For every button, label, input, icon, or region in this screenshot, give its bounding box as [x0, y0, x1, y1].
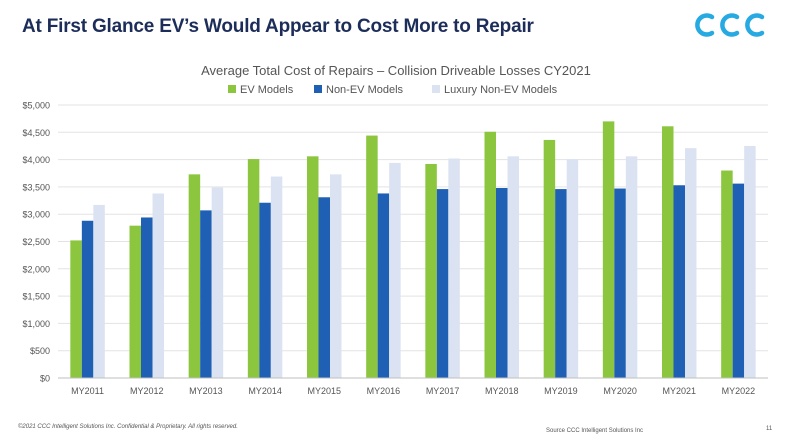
x-tick-label: MY2018	[485, 386, 519, 396]
bar-non-ev-models-my2017	[436, 189, 449, 378]
bar-ev-models-my2012	[129, 225, 141, 378]
chart-legend: EV Models Non-EV Models Luxury Non-EV Mode…	[228, 84, 558, 96]
x-tick-label: MY2021	[662, 386, 696, 396]
bar-ev-models-my2013	[188, 174, 201, 378]
bar-non-ev-models-my2012	[141, 217, 153, 378]
y-tick-label: $5,000	[22, 101, 50, 111]
legend-swatch-ev-models	[228, 85, 236, 93]
x-tick-label: MY2017	[426, 386, 460, 396]
legend-label: EV Models	[240, 84, 294, 96]
x-tick-label: MY2012	[130, 386, 164, 396]
y-tick-label: $0	[40, 374, 50, 384]
legend-swatch-luxury-non-ev-models	[432, 85, 440, 93]
y-tick-label: $1,500	[22, 292, 50, 302]
x-tick-label: MY2015	[307, 386, 341, 396]
bar-ev-models-my2020	[602, 121, 615, 378]
bar-ev-models-my2011	[70, 240, 82, 378]
footer-copyright: ©2021 CCC Intelligent Solutions Inc. Con…	[18, 424, 238, 430]
bar-ev-models-my2015	[307, 156, 319, 378]
legend-label: Luxury Non-EV Models	[444, 84, 558, 96]
bar-non-ev-models-my2011	[81, 220, 94, 378]
y-tick-label: $4,500	[22, 128, 50, 138]
footer-source: Source CCC Intelligent Solutions Inc	[546, 428, 644, 434]
bar-ev-models-my2014	[247, 159, 260, 378]
x-tick-label: MY2011	[71, 386, 104, 396]
bar-luxury-non-ev-models-my2021	[685, 148, 697, 378]
x-tick-label: MY2019	[544, 386, 578, 396]
x-axis: MY2011 MY2012 MY2013 MY2014 MY2015 MY2016 MY20…	[58, 377, 768, 396]
x-tick-label: MY2022	[722, 386, 756, 396]
bar-non-ev-models-my2022	[732, 183, 745, 378]
bar-non-ev-models-my2021	[673, 185, 685, 378]
chart-gridlines	[58, 104, 768, 379]
bar-luxury-non-ev-models-my2017	[448, 158, 460, 378]
bar-non-ev-models-my2016	[377, 193, 390, 378]
bar-luxury-non-ev-models-my2019	[566, 159, 579, 378]
y-tick-label: $1,000	[22, 319, 50, 329]
legend-swatch-non-ev-models	[314, 85, 322, 93]
bar-ev-models-my2018	[484, 131, 496, 378]
slide-title: At First Glance EV’s Would Appear to Cos…	[22, 16, 534, 37]
bar-ev-models-my2021	[662, 126, 674, 378]
bar-ev-models-my2017	[425, 163, 437, 378]
bar-luxury-non-ev-models-my2011	[93, 204, 105, 378]
x-tick-label: MY2013	[189, 386, 223, 396]
bar-luxury-non-ev-models-my2018	[507, 156, 519, 378]
chart-title: Average Total Cost of Repairs – Collisio…	[201, 63, 591, 78]
y-tick-label: $2,500	[22, 237, 50, 247]
bar-luxury-non-ev-models-my2013	[211, 187, 224, 378]
bar-luxury-non-ev-models-my2014	[270, 176, 283, 378]
bar-luxury-non-ev-models-my2015	[330, 174, 342, 378]
page-number: 11	[766, 426, 773, 432]
y-tick-label: $500	[30, 346, 50, 356]
bar-non-ev-models-my2013	[200, 210, 212, 378]
y-tick-label: $3,000	[22, 210, 50, 220]
y-axis: $0 $500 $1,000 $1,500 $2,000 $2,500 $3,000 $3,5…	[22, 101, 50, 384]
bar-non-ev-models-my2018	[496, 187, 508, 378]
bar-ev-models-my2022	[721, 170, 733, 378]
y-tick-label: $2,000	[22, 264, 50, 274]
x-tick-label: MY2016	[367, 386, 401, 396]
bar-ev-models-my2016	[366, 135, 378, 378]
legend-label: Non-EV Models	[326, 84, 404, 96]
bar-non-ev-models-my2020	[614, 188, 626, 378]
bar-ev-models-my2019	[543, 139, 556, 378]
bar-luxury-non-ev-models-my2016	[389, 162, 401, 378]
bar-luxury-non-ev-models-my2012	[152, 193, 164, 378]
y-tick-label: $4,000	[22, 155, 50, 165]
bar-luxury-non-ev-models-my2022	[744, 145, 756, 378]
ccc-logo-icon	[695, 13, 765, 37]
chart-bars	[70, 121, 756, 378]
y-tick-label: $3,500	[22, 182, 50, 192]
bar-non-ev-models-my2019	[555, 189, 567, 378]
bar-luxury-non-ev-models-my2020	[625, 156, 638, 378]
bar-non-ev-models-my2015	[318, 197, 330, 378]
x-tick-label: MY2020	[603, 386, 637, 396]
bar-non-ev-models-my2014	[259, 202, 271, 378]
x-tick-label: MY2014	[248, 386, 282, 396]
